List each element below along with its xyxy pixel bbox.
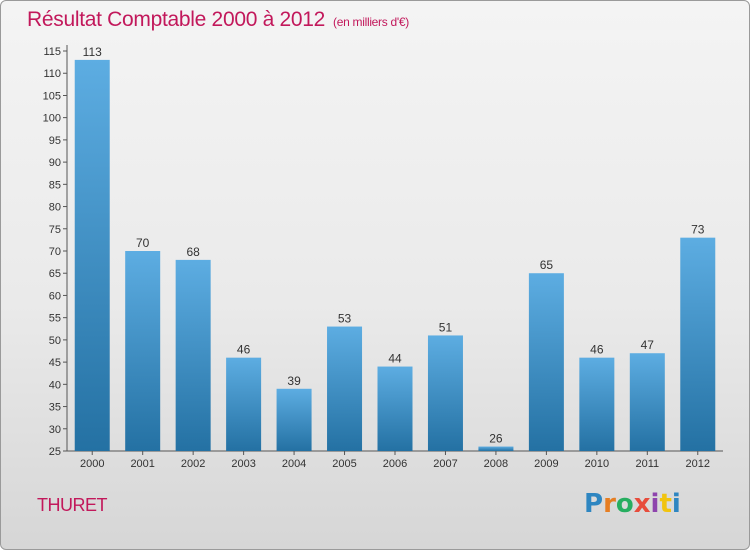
- logo-letter: i: [650, 489, 660, 519]
- y-tick-label: 40: [49, 379, 61, 391]
- data-label: 70: [136, 236, 150, 250]
- x-tick-label: 2010: [585, 458, 609, 470]
- data-label: 68: [186, 245, 200, 259]
- bar-2004: [276, 388, 312, 451]
- x-tick-label: 2006: [383, 458, 407, 470]
- y-tick-label: 60: [49, 290, 61, 302]
- y-tick-label: 70: [49, 246, 61, 258]
- y-tick-label: 105: [43, 90, 61, 102]
- y-tick-label: 100: [43, 113, 61, 125]
- chart-title: Résultat Comptable 2000 à 2012 (en millie…: [27, 8, 409, 32]
- data-label: 113: [83, 45, 102, 59]
- bar-2011: [629, 353, 665, 451]
- data-label: 39: [287, 374, 301, 388]
- bar-2003: [226, 357, 262, 451]
- data-label: 46: [237, 343, 251, 357]
- bar-2001: [125, 251, 161, 451]
- x-tick-label: 2011: [635, 458, 659, 470]
- data-label: 47: [641, 338, 655, 352]
- bar-2009: [528, 273, 564, 451]
- bar-2012: [680, 237, 716, 451]
- logo-letter: i: [671, 489, 681, 519]
- x-tick-label: 2012: [686, 458, 710, 470]
- bar-2002: [175, 259, 211, 451]
- y-tick-label: 65: [49, 268, 61, 280]
- chart-subtitle: (en milliers d'€): [333, 15, 409, 29]
- bar-2008: [478, 446, 514, 451]
- bar-2005: [327, 326, 363, 451]
- chart-title-text: Résultat Comptable 2000 à 2012: [27, 8, 326, 31]
- y-tick-label: 85: [49, 179, 61, 191]
- y-tick-label: 45: [49, 357, 61, 369]
- proxiti-logo: Proxiti: [584, 489, 681, 519]
- data-label: 26: [489, 432, 503, 446]
- x-tick-label: 2007: [433, 458, 457, 470]
- x-tick-label: 2000: [80, 458, 104, 470]
- logo-letter: P: [584, 489, 604, 519]
- logo-letter: o: [615, 489, 634, 519]
- bar-2000: [74, 59, 110, 452]
- data-label: 44: [388, 352, 402, 366]
- x-tick-label: 2003: [231, 458, 255, 470]
- commune-name: THURET: [37, 495, 108, 515]
- logo-letter: t: [659, 489, 672, 519]
- bar-2007: [427, 335, 463, 451]
- bar-2010: [579, 357, 615, 451]
- data-label: 73: [691, 223, 705, 237]
- x-tick-label: 2005: [332, 458, 356, 470]
- y-tick-label: 35: [49, 402, 61, 414]
- y-tick-label: 30: [49, 424, 61, 436]
- y-tick-label: 115: [43, 46, 61, 58]
- y-tick-label: 50: [49, 335, 61, 347]
- logo-letter: x: [633, 489, 651, 519]
- data-label: 46: [590, 343, 604, 357]
- y-tick-label: 25: [49, 446, 61, 458]
- y-tick-label: 90: [49, 157, 61, 169]
- y-tick-label: 55: [49, 313, 61, 325]
- y-tick-label: 110: [43, 68, 61, 80]
- x-tick-label: 2002: [181, 458, 205, 470]
- x-tick-label: 2004: [282, 458, 306, 470]
- x-tick-label: 2008: [484, 458, 508, 470]
- data-label: 53: [338, 312, 352, 326]
- logo-letter: r: [603, 489, 616, 519]
- y-tick-label: 80: [49, 202, 61, 214]
- bars: 113 70 68 46 39 53 44 51 26 65 46 47 73: [74, 45, 716, 452]
- y-tick-label: 75: [49, 224, 61, 236]
- data-label: 51: [439, 320, 453, 334]
- data-label: 65: [540, 258, 554, 272]
- y-tick-label: 95: [49, 135, 61, 147]
- x-tick-label: 2001: [130, 458, 154, 470]
- bar-2006: [377, 366, 413, 451]
- x-tick-label: 2009: [534, 458, 558, 470]
